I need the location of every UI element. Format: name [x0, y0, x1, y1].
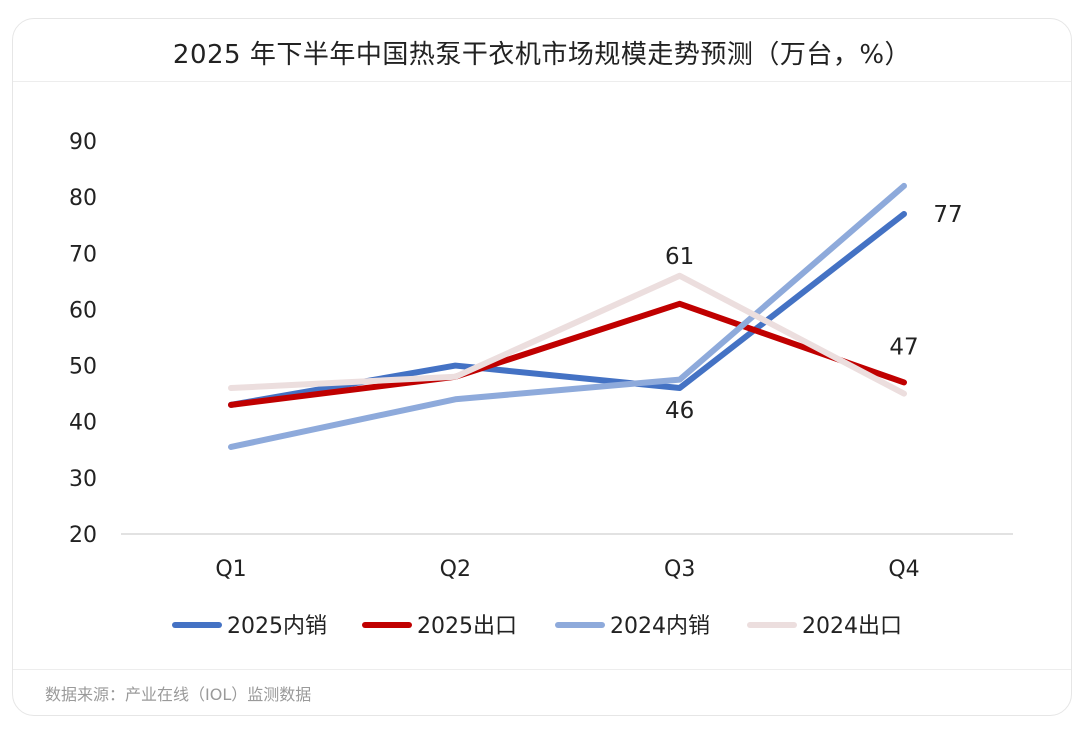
- x-tick-label: Q2: [440, 557, 471, 582]
- legend-label: 2024出口: [802, 614, 902, 639]
- y-tick-label: 80: [69, 186, 97, 211]
- data-label: 77: [933, 202, 962, 228]
- series-line-2: [228, 182, 907, 450]
- legend-label: 2025内销: [227, 614, 327, 639]
- x-tick-label: Q4: [888, 557, 919, 582]
- data-label-layer: 46 77 61 47: [665, 202, 963, 424]
- y-tick-label: 20: [69, 523, 97, 548]
- x-tick-label: Q3: [664, 557, 695, 582]
- series-layer: [228, 182, 907, 450]
- source-note: 数据来源：产业在线（IOL）监测数据: [45, 685, 312, 704]
- series-line-0: [228, 210, 907, 408]
- y-tick-label: 50: [69, 355, 97, 380]
- legend-label: 2025出口: [417, 614, 517, 639]
- y-tick-label: 70: [69, 242, 97, 267]
- footer-divider: [13, 669, 1071, 670]
- series-line-3: [228, 272, 907, 397]
- y-tick-label: 30: [69, 467, 97, 492]
- axis-layer: 20 30 40 50 60 70 80 90 Q1 Q2 Q3 Q4: [69, 130, 1013, 582]
- data-label: 47: [889, 334, 918, 360]
- chart-card: 2025 年下半年中国热泵干衣机市场规模走势预测（万台，%） 20 30 40 50 6…: [12, 18, 1072, 716]
- series-line-1: [228, 300, 907, 408]
- line-chart: 20 30 40 50 60 70 80 90 Q1 Q2 Q3 Q4 46 77 61 47 2025内销…: [69, 130, 1013, 639]
- chart-title: 2025 年下半年中国热泵干衣机市场规模走势预测（万台，%）: [172, 40, 912, 70]
- data-label: 61: [665, 244, 694, 270]
- y-tick-label: 90: [69, 130, 97, 155]
- legend-label: 2024内销: [610, 614, 710, 639]
- x-tick-label: Q1: [215, 557, 246, 582]
- data-label: 46: [665, 398, 694, 424]
- legend: 2025内销 2025出口 2024内销 2024出口: [172, 614, 902, 639]
- y-tick-label: 60: [69, 298, 97, 323]
- header-divider: [13, 81, 1071, 82]
- y-tick-label: 40: [69, 411, 97, 436]
